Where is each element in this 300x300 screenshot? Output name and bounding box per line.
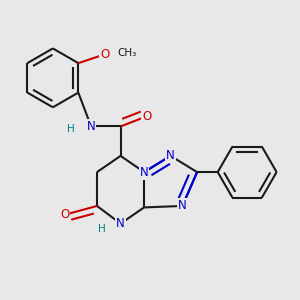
Text: N: N <box>140 166 148 178</box>
Text: O: O <box>60 208 69 221</box>
Text: H: H <box>67 124 74 134</box>
Text: H: H <box>98 224 105 235</box>
Text: N: N <box>116 217 125 230</box>
Text: N: N <box>87 120 95 133</box>
Text: O: O <box>142 110 152 123</box>
Text: O: O <box>100 48 110 61</box>
Text: N: N <box>178 200 187 212</box>
Text: CH₃: CH₃ <box>117 48 136 58</box>
Text: N: N <box>166 149 175 162</box>
